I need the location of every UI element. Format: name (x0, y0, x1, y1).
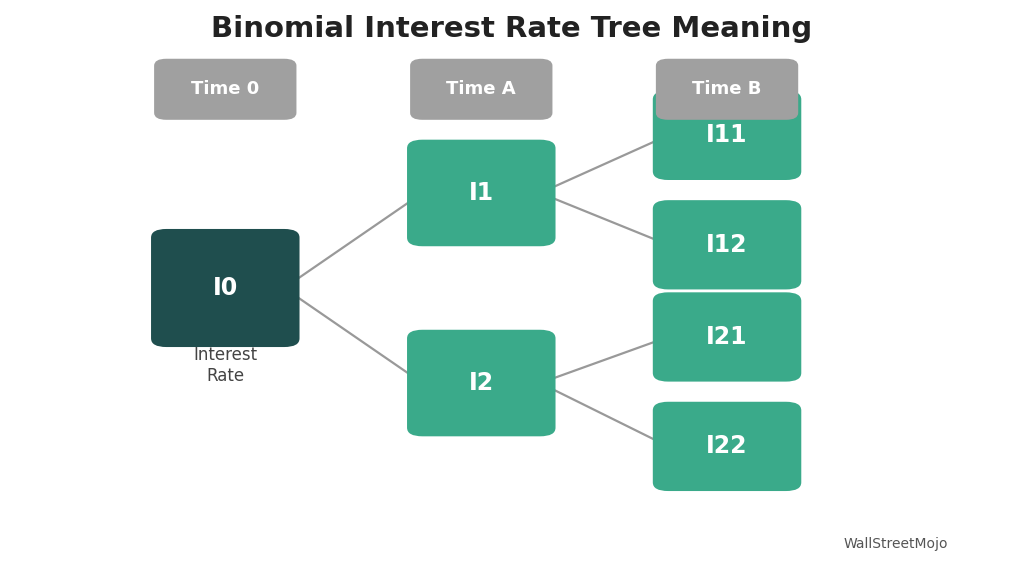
Text: I1: I1 (469, 181, 494, 205)
FancyBboxPatch shape (407, 329, 555, 437)
Text: Time A: Time A (446, 80, 516, 98)
FancyBboxPatch shape (653, 200, 801, 290)
FancyBboxPatch shape (655, 59, 799, 120)
Text: WallStreetMojo: WallStreetMojo (844, 537, 948, 551)
FancyBboxPatch shape (653, 90, 801, 180)
Text: Binomial Interest Rate Tree Meaning: Binomial Interest Rate Tree Meaning (211, 15, 813, 43)
Text: I21: I21 (707, 325, 748, 349)
FancyBboxPatch shape (154, 59, 297, 120)
Text: I22: I22 (707, 434, 748, 458)
FancyBboxPatch shape (653, 402, 801, 491)
Text: I12: I12 (707, 233, 748, 257)
FancyBboxPatch shape (407, 139, 555, 247)
Text: Interest
Rate: Interest Rate (194, 346, 257, 385)
Text: I11: I11 (707, 123, 748, 147)
FancyBboxPatch shape (410, 59, 553, 120)
FancyBboxPatch shape (152, 229, 300, 347)
Text: Time B: Time B (692, 80, 762, 98)
Text: Time 0: Time 0 (191, 80, 259, 98)
FancyBboxPatch shape (653, 293, 801, 382)
Text: I0: I0 (213, 276, 238, 300)
Text: I2: I2 (469, 371, 494, 395)
